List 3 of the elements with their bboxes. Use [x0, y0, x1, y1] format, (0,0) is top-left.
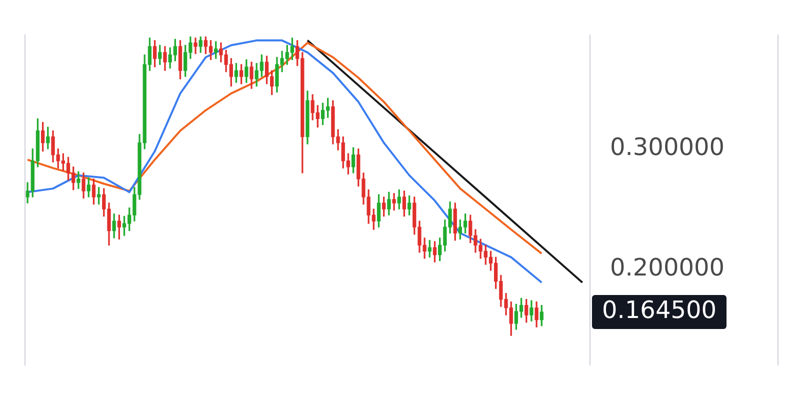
y-tick-label: 0.200000: [610, 253, 725, 282]
y-tick-label: 0.300000: [610, 133, 725, 162]
text: 0.164500: [602, 296, 717, 324]
